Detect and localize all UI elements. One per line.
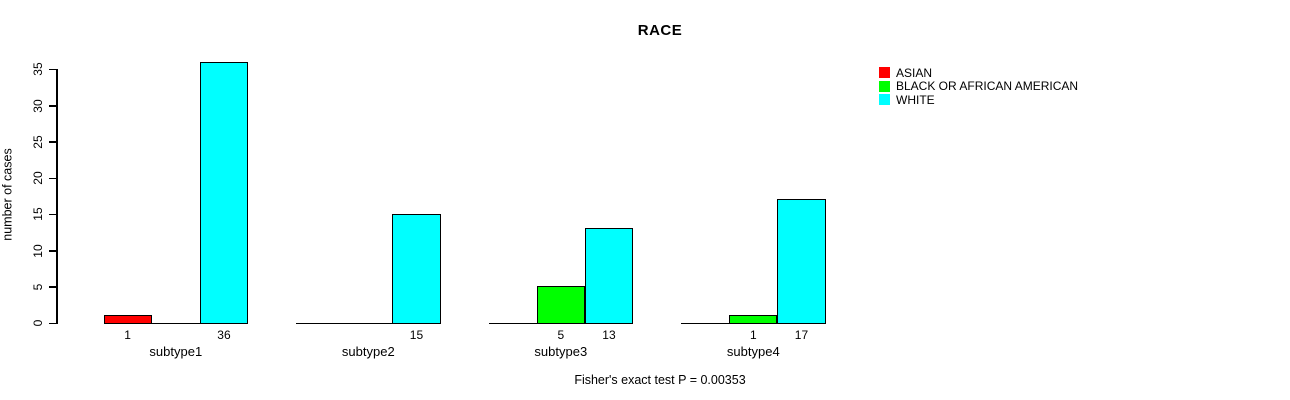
y-tick-label: 15	[31, 207, 45, 221]
y-tick	[49, 177, 56, 179]
y-tick-label: 10	[31, 243, 45, 258]
bar-value-label: 13	[602, 328, 616, 342]
y-tick-label: 0	[31, 319, 45, 327]
bar-value-label: 1	[124, 328, 131, 342]
y-tick	[49, 105, 56, 107]
bar	[536, 286, 585, 324]
bar	[777, 199, 826, 324]
legend-row: ASIAN	[879, 66, 1078, 80]
category-label: subtype3	[534, 344, 588, 359]
legend-row: BLACK OR AFRICAN AMERICAN	[879, 79, 1079, 94]
y-tick	[49, 213, 56, 216]
caption: Fisher's exact test P = 0.00353	[574, 373, 746, 387]
legend-label: BLACK OR AFRICAN AMERICAN	[896, 79, 1079, 94]
group-baseline	[296, 322, 441, 324]
bar	[584, 228, 634, 324]
y-tick	[49, 286, 56, 288]
bar-value-label: 1	[749, 328, 757, 342]
bar	[103, 315, 152, 324]
legend-swatch	[879, 94, 890, 106]
bar-value-label: 17	[794, 328, 809, 342]
y-axis-line	[56, 68, 58, 324]
y-tick	[49, 141, 56, 143]
y-tick-label: 25	[31, 135, 45, 149]
y-tick-label: 20	[31, 171, 45, 185]
category-label: subtype1	[149, 344, 203, 359]
legend-label: ASIAN	[896, 65, 933, 80]
y-tick-label: 30	[31, 98, 45, 113]
bar	[729, 315, 778, 324]
group-baseline	[103, 322, 249, 324]
chart-title: RACE	[637, 22, 683, 39]
category-label: subtype2	[341, 344, 395, 359]
legend: ASIAN BLACK OR AFRICAN AMERICAN WHITE	[879, 66, 1078, 107]
y-tick-label: 35	[31, 62, 45, 76]
legend-swatch	[879, 80, 890, 92]
y-axis-label: number of cases	[0, 148, 15, 241]
bar	[199, 61, 249, 324]
bar-value-label: 15	[409, 328, 424, 342]
legend-label: WHITE	[896, 92, 935, 107]
y-tick	[49, 322, 56, 324]
y-tick	[49, 68, 56, 71]
y-tick	[49, 250, 56, 252]
bar	[392, 213, 441, 324]
y-tick-label: 5	[31, 283, 45, 291]
legend-row: WHITE	[879, 93, 1078, 107]
bar-value-label: 36	[217, 328, 231, 342]
category-label: subtype4	[726, 344, 780, 359]
legend-swatch	[879, 67, 890, 79]
bar-value-label: 5	[557, 328, 565, 342]
